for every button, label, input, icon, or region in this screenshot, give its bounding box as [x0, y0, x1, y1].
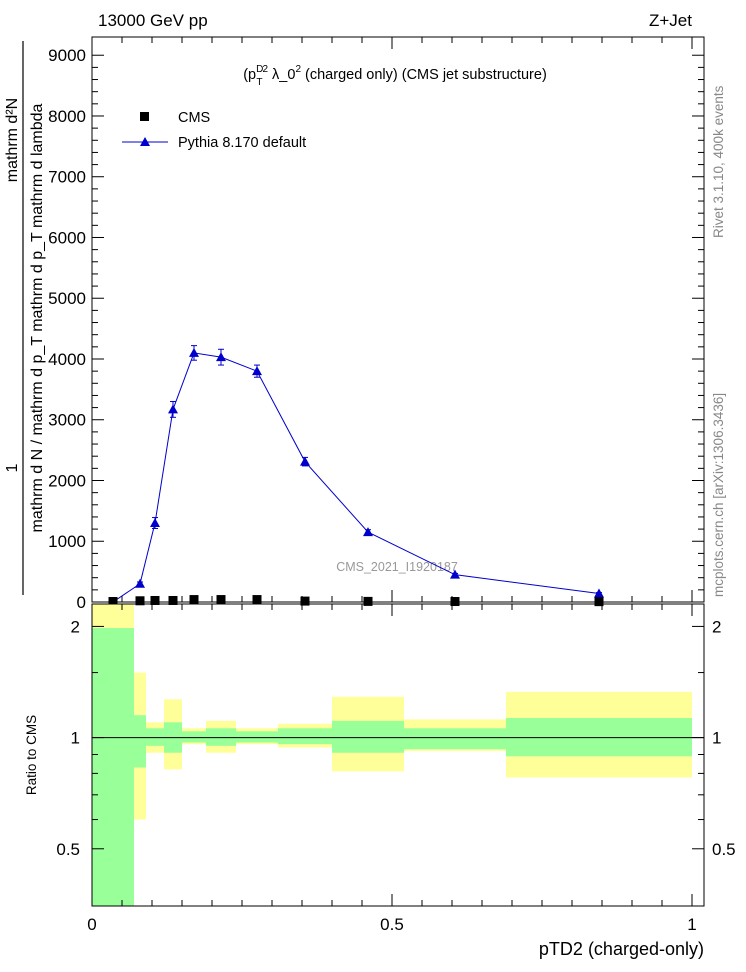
cms-point — [108, 597, 118, 607]
ratio-band-inner — [92, 628, 134, 906]
title-sub: T — [256, 77, 262, 88]
pythia-point — [363, 527, 373, 537]
x-tick-label: 0 — [87, 915, 96, 934]
ratio-band-inner — [236, 731, 278, 743]
ratio-band-inner — [206, 728, 236, 746]
pythia-point — [189, 347, 199, 357]
cms-point — [135, 596, 145, 606]
legend-cms-label: CMS — [178, 110, 210, 126]
ratio-x-axis: 0 0.5 1 — [87, 604, 697, 934]
y-tick-label: 8000 — [48, 107, 86, 126]
y-tick-label: 6000 — [48, 228, 86, 247]
ratio-band-inner — [182, 731, 206, 743]
x-axis-label: pTD2 (charged-only) — [539, 939, 704, 959]
ratio-y-tick-label: 0.5 — [56, 840, 80, 859]
legend-pythia-marker — [140, 137, 150, 146]
ratio-band-inner — [332, 720, 404, 753]
pythia-series — [108, 345, 604, 606]
ratio-y-tick-label: 2 — [71, 617, 80, 636]
y-tick-label: 7000 — [48, 168, 86, 187]
rivet-label: Rivet 3.1.10, 400k events — [711, 85, 726, 238]
title-sup: D — [256, 64, 263, 75]
x-tick-label: 1 — [687, 915, 696, 934]
ratio-y-axis: 0.5 0.5 1 1 2 2 — [56, 617, 735, 858]
main-panel-frame — [91, 36, 705, 603]
y-tick-label: 1000 — [48, 532, 86, 551]
y-label-numerator: mathrm d²N — [4, 98, 21, 182]
ratio-y-tick-label: 1 — [71, 729, 80, 748]
chart-title: (pD T2 λ_02 (charged only) (CMS jet subst… — [243, 64, 547, 88]
cms-point — [216, 595, 226, 605]
legend: CMS Pythia 8.170 default — [122, 110, 306, 151]
y-label-denominator: mathrm d N / mathrm d p_T mathrm d p_T m… — [29, 103, 46, 532]
ratio-y-tick-label-right: 1 — [712, 729, 721, 748]
cms-point — [363, 596, 373, 606]
pythia-point — [216, 352, 226, 362]
pythia-point — [300, 456, 310, 466]
y-tick-label: 4000 — [48, 350, 86, 369]
pythia-point — [150, 518, 160, 528]
title-mid: λ_0 — [268, 67, 295, 83]
main-y-axis: 0 1000 2000 3000 4000 5000 6000 7000 8000 9000 — [48, 46, 704, 612]
ratio-y-label: Ratio to CMS — [24, 715, 39, 795]
ratio-band-inner — [278, 728, 332, 745]
ratio-band-inner — [146, 728, 164, 746]
y-tick-label: 5000 — [48, 289, 86, 308]
cms-point — [150, 595, 160, 605]
mcplots-label: mcplots.cern.ch [arXiv:1306.3436] — [711, 393, 726, 597]
header-process: Z+Jet — [649, 11, 692, 30]
pythia-point — [168, 404, 178, 414]
title-open: (p — [243, 67, 256, 83]
title-close: 2 — [262, 64, 268, 75]
y-tick-label: 9000 — [48, 46, 86, 65]
cms-series — [108, 595, 604, 607]
pythia-point — [135, 578, 145, 588]
y-label-one: 1 — [4, 463, 21, 472]
y-tick-label: 2000 — [48, 471, 86, 490]
cms-point — [594, 597, 604, 607]
ratio-y-tick-label-right: 2 — [712, 617, 721, 636]
ratio-band-inner — [404, 728, 506, 750]
analysis-watermark: CMS_2021_I1920187 — [336, 560, 458, 574]
pythia-point — [450, 569, 460, 579]
ratio-band-inner — [134, 715, 146, 768]
header-energy: 13000 GeV pp — [98, 11, 208, 30]
cms-point — [252, 595, 262, 605]
legend-cms-marker — [140, 112, 149, 121]
pythia-point — [252, 366, 262, 376]
ratio-bands — [92, 604, 692, 906]
title-mid-sup: 2 — [295, 64, 301, 75]
ratio-y-tick-label-right: 0.5 — [712, 840, 736, 859]
cms-point — [189, 595, 199, 605]
y-tick-label: 0 — [77, 593, 86, 612]
cms-point — [450, 597, 460, 607]
y-tick-label: 3000 — [48, 411, 86, 430]
main-x-axis — [91, 37, 693, 602]
main-y-label: 1 mathrm d²N mathrm d N / mathrm d p_T m… — [4, 41, 46, 595]
legend-pythia-label: Pythia 8.170 default — [178, 135, 306, 151]
cms-point — [168, 595, 178, 605]
cms-point — [300, 596, 310, 606]
title-rest: (charged only) (CMS jet substructure) — [301, 67, 547, 83]
x-tick-label: 0.5 — [380, 915, 404, 934]
pythia-point — [594, 588, 604, 598]
